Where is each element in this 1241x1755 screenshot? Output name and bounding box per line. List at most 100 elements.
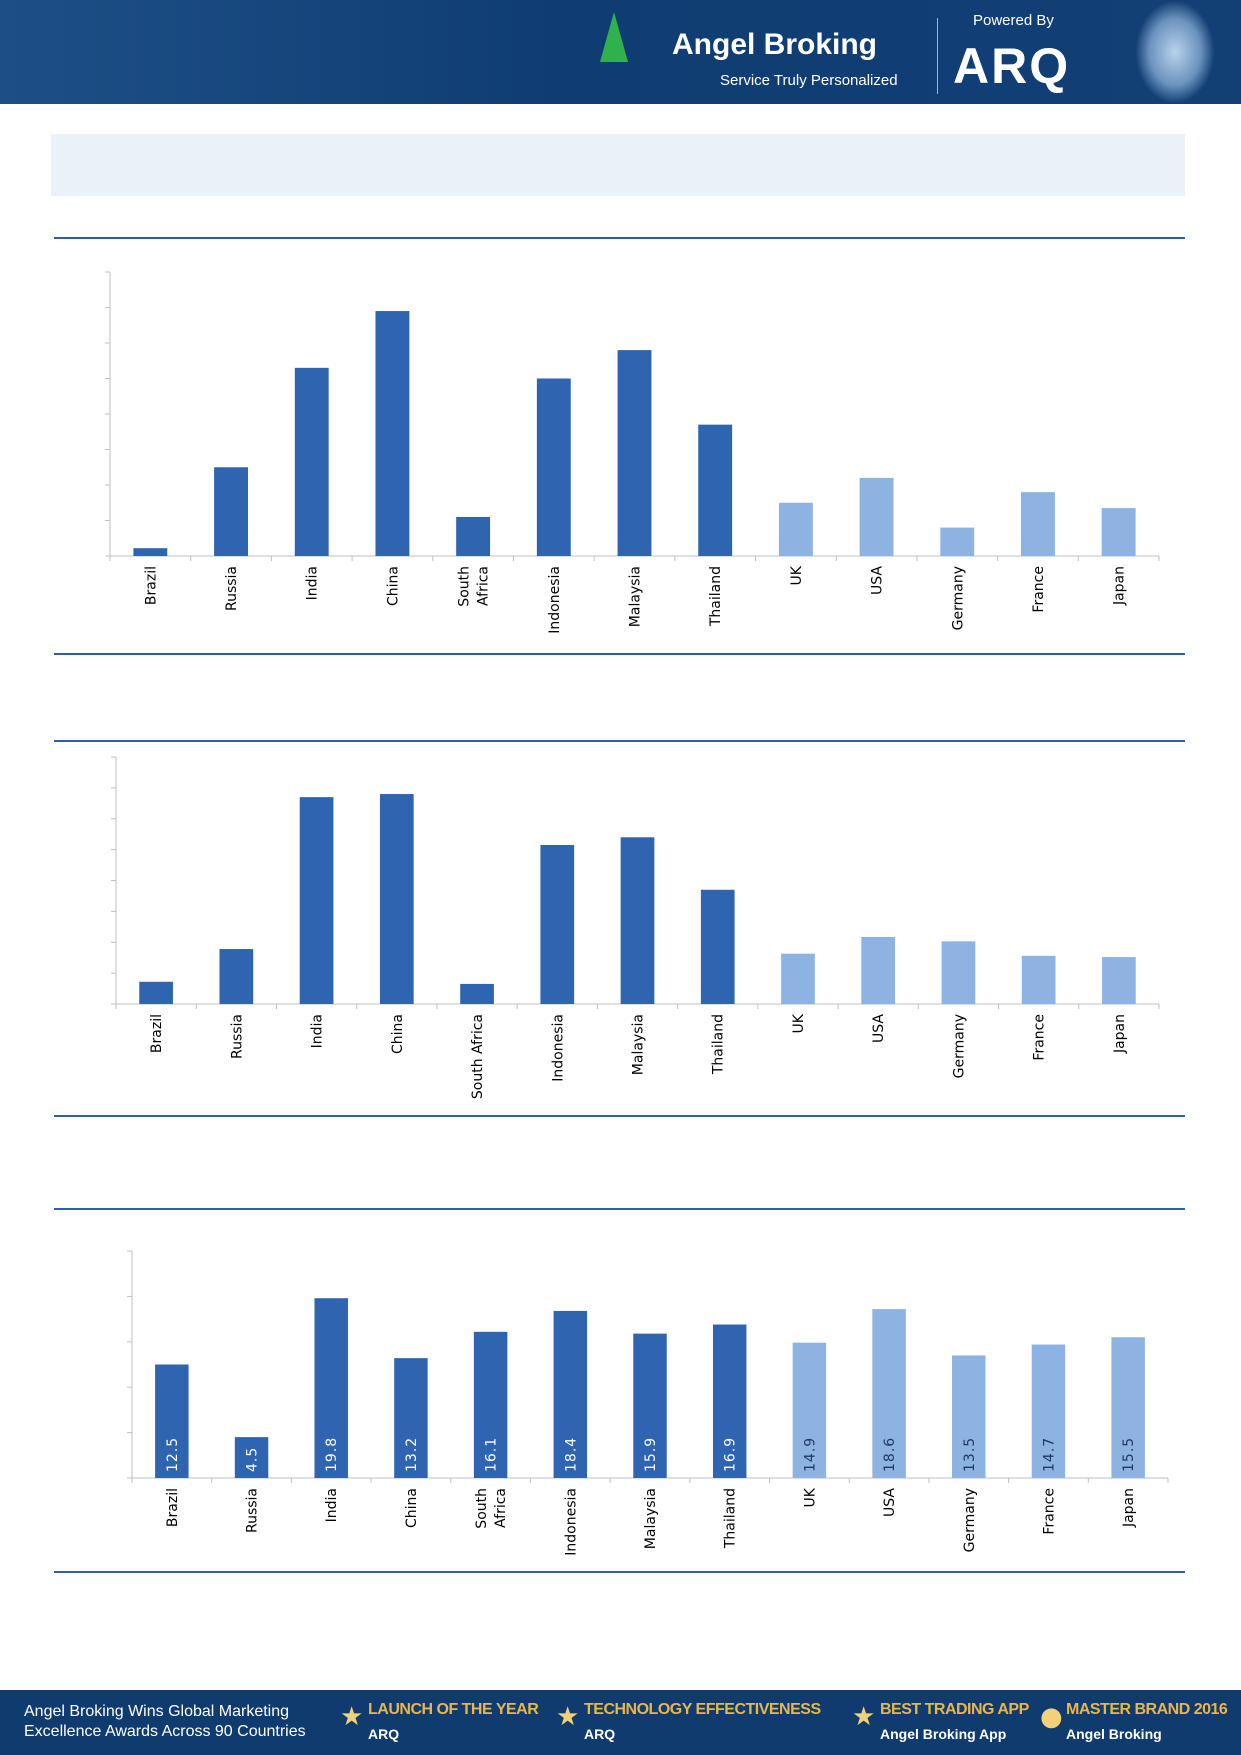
footer-banner: Angel Broking Wins Global Marketing Exce…: [0, 1690, 1241, 1755]
award-sub: Angel Broking App: [880, 1726, 1007, 1742]
chart1-bottom-rule: [54, 653, 1185, 655]
chart1-top-rule: [54, 237, 1185, 239]
category-label: Russia: [229, 1014, 245, 1059]
category-label: France: [1041, 1488, 1057, 1535]
bar-south-africa: [460, 983, 494, 1004]
award-4: MASTER BRAND 2016 Angel Broking: [1066, 1700, 1228, 1744]
trophy-icon: ●: [1040, 1702, 1063, 1732]
footer-message-line2: Excellence Awards Across 90 Countries: [24, 1723, 306, 1740]
bar-russia: [234, 1437, 269, 1478]
bar-japan: [1111, 1337, 1145, 1478]
title-box: [51, 134, 1185, 196]
award-1: LAUNCH OF THE YEAR ARQ: [368, 1700, 539, 1744]
category-label: USA: [882, 1488, 898, 1517]
category-label: Russia: [245, 1488, 261, 1533]
category-label: Brazil: [149, 1014, 165, 1053]
category-label: France: [1032, 1014, 1048, 1061]
bar-indonesia: [540, 844, 575, 1004]
brand-tagline: Service Truly Personalized: [720, 72, 898, 89]
award-3: BEST TRADING APP Angel Broking App: [880, 1700, 1029, 1744]
bar-china: [375, 311, 410, 556]
bar-germany: [941, 941, 976, 1004]
bar-malaysia: [617, 350, 652, 556]
bar-france: [1021, 492, 1055, 556]
award-title: BEST TRADING APP: [880, 1701, 1029, 1718]
footer-message-line1: Angel Broking Wins Global Marketing: [24, 1703, 290, 1720]
data-label: 18.6: [882, 1437, 898, 1472]
bar-india: [299, 797, 334, 1004]
bar-china: [379, 794, 414, 1004]
data-label: 14.7: [1041, 1437, 1057, 1472]
bar-germany: [952, 1355, 986, 1478]
bar-germany: [940, 527, 975, 556]
data-label: 4.5: [245, 1447, 261, 1472]
bar-indonesia: [536, 378, 571, 556]
bar-brazil: [133, 548, 168, 556]
award-2: TECHNOLOGY EFFECTIVENESS ARQ: [584, 1700, 821, 1744]
bar-china: [394, 1358, 428, 1478]
award-title: MASTER BRAND 2016: [1066, 1701, 1228, 1718]
category-label: South Africa: [470, 1014, 486, 1099]
category-label: Thailand: [723, 1488, 739, 1549]
trophy-icon: ★: [340, 1702, 364, 1732]
bar-thailand: [698, 424, 733, 556]
chart-3: Brazil 12.5 Russia 4.5 India 19.8 China 13.2 Sou…: [127, 1250, 1169, 1556]
data-label: 12.5: [165, 1437, 181, 1472]
category-label: Thailand: [711, 1014, 727, 1075]
footer-message: Angel Broking Wins Global Marketing Exce…: [24, 1702, 306, 1742]
bar-south-africa: [473, 1331, 508, 1478]
chart-2: Brazil Russia India China South Africa Indone…: [111, 756, 1160, 1099]
award-title: LAUNCH OF THE YEAR: [368, 1701, 539, 1718]
category-label: France: [1031, 566, 1047, 613]
category-label: China: [390, 1014, 406, 1054]
category-label: Malaysia: [643, 1488, 659, 1549]
data-label: 16.1: [484, 1437, 500, 1472]
chart2-bottom-rule: [54, 1115, 1185, 1117]
category-label: Japan: [1112, 566, 1128, 606]
bar-usa: [861, 937, 896, 1004]
chart3-bottom-rule: [54, 1571, 1185, 1573]
bar-south-africa: [456, 516, 491, 556]
bar-uk: [792, 1342, 827, 1478]
trophy-icon: ★: [852, 1702, 876, 1732]
category-label: Indonesia: [563, 1488, 579, 1556]
bar-thailand: [712, 1324, 747, 1478]
data-label: 18.4: [563, 1437, 579, 1472]
robot-face-icon: [1135, 0, 1215, 104]
category-label: India: [305, 566, 321, 600]
bar-uk: [778, 502, 813, 556]
category-label: UK: [791, 1013, 807, 1033]
bar-brazil: [139, 981, 173, 1004]
category-label: Africa: [476, 566, 492, 606]
powered-by: Powered By: [973, 12, 1054, 29]
category-label: Japan: [1121, 1488, 1137, 1528]
bar-india: [294, 367, 329, 556]
category-label: India: [310, 1014, 326, 1048]
angel-logo-icon: [600, 12, 628, 62]
bar-uk: [781, 953, 815, 1004]
data-label: 15.5: [1121, 1437, 1137, 1472]
category-label: Indonesia: [547, 566, 563, 634]
category-label: Brazil: [165, 1488, 181, 1527]
trophy-icon: ★: [556, 1702, 580, 1732]
bar-japan: [1101, 508, 1136, 556]
award-sub: ARQ: [584, 1726, 616, 1742]
bar-russia: [219, 949, 254, 1004]
category-label: Germany: [962, 1488, 978, 1552]
bar-thailand: [700, 889, 735, 1004]
chart3-top-rule: [54, 1208, 1185, 1210]
chart2-top-rule: [54, 740, 1185, 742]
category-label: Russia: [224, 566, 240, 611]
bar-usa: [872, 1309, 906, 1478]
data-label: 16.9: [723, 1437, 739, 1472]
data-label: 13.2: [404, 1437, 420, 1472]
bar-brazil: [155, 1364, 189, 1478]
chart-1: Brazil Russia India China South Africa Indones…: [105, 271, 1160, 634]
bar-malaysia: [620, 837, 655, 1004]
category-label: India: [324, 1488, 340, 1522]
award-sub: ARQ: [368, 1726, 400, 1742]
category-label: Malaysia: [628, 566, 644, 627]
bar-usa: [859, 477, 894, 556]
data-label: 13.5: [962, 1437, 978, 1472]
bar-malaysia: [633, 1333, 667, 1478]
